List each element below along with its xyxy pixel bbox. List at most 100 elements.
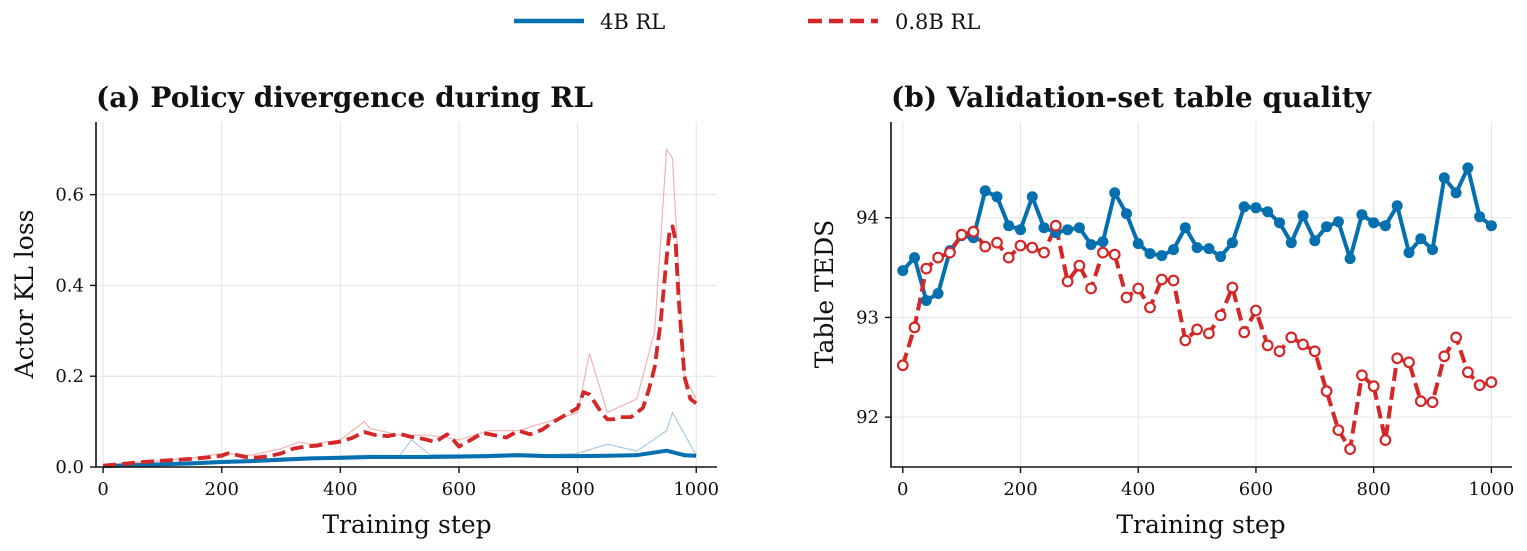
data-point-4b (1191, 242, 1203, 254)
panel-a-x-label: Training step (322, 510, 491, 539)
data-point-4b (1073, 222, 1085, 234)
data-point-4b (897, 265, 909, 277)
panel-a: (a) Policy divergence during RL 0 200 400 6… (10, 81, 719, 539)
data-point-08b (1367, 380, 1380, 393)
data-point-08b (932, 251, 944, 264)
data-point-4b (1309, 235, 1321, 247)
panel-b-x-label: Training step (1116, 510, 1285, 539)
data-point-4b (1438, 172, 1450, 184)
data-point-08b (1473, 379, 1486, 392)
x-tick-label: 800 (560, 479, 594, 500)
data-point-08b (1108, 248, 1121, 261)
data-point-4b (1132, 238, 1144, 250)
data-point-4b (932, 288, 944, 299)
data-point-4b (1109, 187, 1121, 199)
data-point-08b (1332, 424, 1345, 437)
data-point-4b (1285, 237, 1297, 249)
data-point-08b (1414, 395, 1427, 408)
data-point-4b (991, 191, 1003, 203)
data-point-4b (1003, 220, 1015, 232)
x-tick-label: 1000 (673, 479, 719, 500)
data-point-08b (955, 228, 968, 241)
panel-a-x-ticks: 0 200 400 600 800 1000 (97, 467, 719, 500)
data-point-4b (1391, 200, 1403, 212)
data-point-08b (1238, 326, 1251, 339)
y-tick-label: 0.4 (55, 275, 84, 296)
panel-a-y-label: Actor KL loss (10, 210, 39, 380)
data-point-08b (896, 359, 909, 372)
data-point-4b (1062, 224, 1074, 236)
data-point-08b (1249, 304, 1262, 317)
data-point-08b (1391, 352, 1404, 365)
smoothed-series-line-08b (102, 224, 698, 468)
panel-a-title: (a) Policy divergence during RL (96, 81, 593, 114)
x-tick-label: 600 (442, 479, 476, 500)
data-point-4b (1462, 162, 1474, 174)
data-point-4b (1262, 206, 1274, 218)
x-tick-label: 0 (97, 479, 108, 500)
data-point-08b (1438, 350, 1451, 363)
smoothed-series-line-4b (103, 448, 697, 469)
panel-b-grid (891, 122, 1512, 467)
data-point-4b (1097, 236, 1109, 248)
y-tick-label: 0.6 (55, 185, 84, 206)
data-point-4b (1015, 224, 1026, 236)
data-point-4b (1156, 250, 1168, 262)
data-point-08b (967, 225, 980, 238)
data-point-08b (1226, 281, 1239, 294)
data-point-4b (1427, 244, 1438, 256)
data-point-08b (1085, 282, 1097, 295)
panel-b: (b) Validation-set table quality 0 200 400… (810, 81, 1514, 539)
x-tick-label: 600 (1239, 479, 1273, 500)
data-point-4b (1226, 237, 1238, 249)
data-point-4b (1332, 216, 1344, 228)
data-point-4b (1144, 248, 1156, 260)
x-tick-label: 400 (323, 479, 357, 500)
panel-b-x-ticks: 0 200 400 600 800 1000 (897, 467, 1514, 500)
data-point-4b (1026, 191, 1038, 203)
data-point-4b (1238, 201, 1250, 213)
data-point-4b (1215, 251, 1227, 263)
data-point-4b (1368, 217, 1380, 229)
data-point-08b (1379, 434, 1392, 447)
data-point-08b (1096, 246, 1109, 259)
series-line-4b (901, 165, 1493, 303)
series-line-08b (900, 223, 1492, 452)
x-tick-label: 1000 (1468, 479, 1514, 500)
x-tick-label: 200 (1003, 479, 1037, 500)
data-point-08b (908, 321, 921, 334)
x-tick-label: 200 (205, 479, 239, 500)
data-point-4b (1415, 233, 1427, 245)
data-point-4b (979, 185, 991, 197)
data-point-08b (1179, 334, 1192, 347)
y-tick-label: 92 (856, 407, 879, 428)
y-tick-label: 0.2 (55, 366, 84, 387)
data-point-08b (1002, 251, 1015, 264)
data-point-08b (1167, 274, 1180, 287)
data-point-4b (1450, 187, 1462, 199)
data-point-08b (1273, 345, 1286, 358)
data-point-08b (1320, 385, 1333, 398)
data-point-08b (920, 262, 933, 275)
data-point-08b (944, 246, 956, 259)
data-point-08b (1344, 443, 1356, 456)
data-point-4b (1474, 211, 1486, 223)
data-point-4b (1297, 210, 1309, 222)
data-point-08b (1450, 331, 1462, 344)
data-point-4b (1203, 243, 1215, 255)
data-point-08b (1297, 338, 1309, 351)
data-point-4b (1274, 217, 1285, 229)
data-point-08b (1155, 273, 1168, 286)
data-point-08b (1261, 339, 1274, 352)
data-point-08b (1073, 259, 1086, 272)
data-point-08b (1214, 309, 1227, 322)
data-point-08b (1461, 366, 1474, 379)
data-point-08b (1191, 323, 1203, 336)
y-tick-label: 94 (856, 208, 879, 229)
raw-series-line-08b (103, 147, 697, 467)
data-point-4b (1321, 221, 1333, 233)
data-point-4b (1403, 247, 1415, 259)
panel-b-y-label: Table TEDS (810, 220, 839, 368)
x-tick-label: 800 (1356, 479, 1390, 500)
